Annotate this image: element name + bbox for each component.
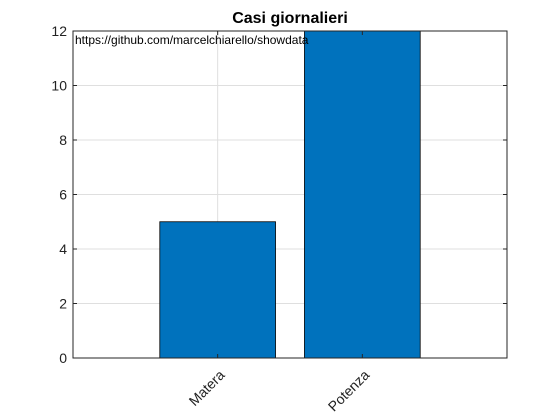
tick-marks: [73, 30, 507, 359]
y-tick-label: 2: [59, 296, 67, 312]
y-tick-label: 10: [51, 78, 67, 94]
x-tick-label-matera: Matera: [186, 367, 228, 409]
y-tick-label: 8: [59, 132, 67, 148]
x-tick-label-potenza: Potenza: [325, 367, 373, 415]
y-tick-label: 0: [59, 350, 67, 366]
y-tick-label: 12: [51, 23, 67, 39]
chart-title: Casi giornalieri: [232, 10, 348, 27]
grid-lines: [73, 31, 507, 358]
x-tick-labels: Matera Potenza: [186, 367, 373, 415]
y-tick-label: 4: [59, 241, 67, 257]
bar-matera: [159, 221, 276, 359]
bar-potenza: [304, 30, 421, 359]
y-tick-label: 6: [59, 187, 67, 203]
bars: [159, 30, 421, 359]
y-tick-labels: 0 2 4 6 8 10 12: [51, 23, 67, 366]
source-annotation: https://github.com/marcelchiarello/showd…: [75, 33, 309, 47]
